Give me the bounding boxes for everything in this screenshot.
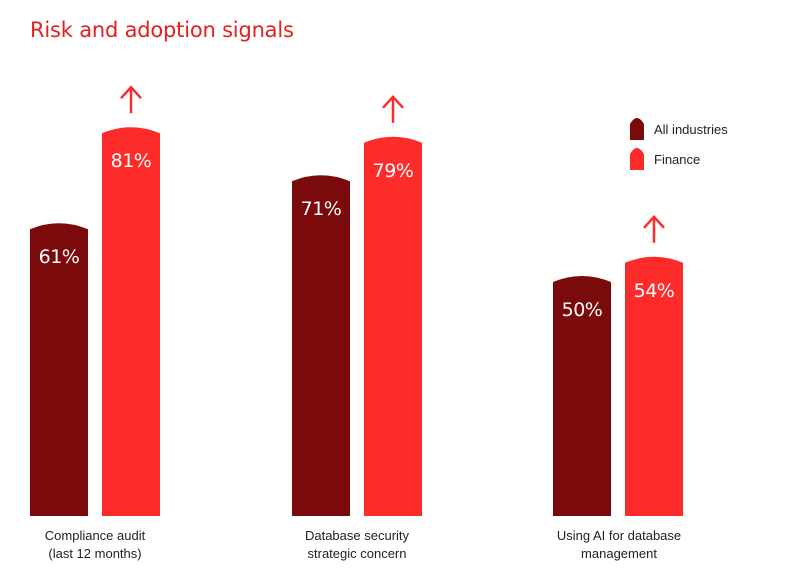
bar-all-industries <box>292 175 350 516</box>
legend-label-finance: Finance <box>654 152 700 167</box>
up-arrow-icon <box>382 94 404 123</box>
category-label: Database security <box>305 528 410 543</box>
chart-title: Risk and adoption signals <box>30 18 294 42</box>
category-label: Using AI for database <box>557 528 681 543</box>
legend-swatch-finance <box>630 148 644 170</box>
bar-all-industries <box>30 223 88 516</box>
up-arrow-icon <box>120 85 142 114</box>
category-label: (last 12 months) <box>48 546 141 561</box>
bar-value-label: 54% <box>634 280 675 302</box>
legend-swatch-all-industries <box>630 118 644 140</box>
category-label: Compliance audit <box>45 528 146 543</box>
bar-value-label: 61% <box>39 246 80 268</box>
bar-all-industries <box>553 276 611 516</box>
bar-finance <box>364 136 422 517</box>
bar-value-label: 71% <box>301 198 342 220</box>
bar-value-label: 81% <box>111 150 152 172</box>
up-arrow-icon <box>643 214 665 243</box>
bar-value-label: 79% <box>373 160 414 182</box>
category-label: management <box>581 546 657 561</box>
bar-finance <box>102 127 160 516</box>
bar-value-label: 50% <box>562 299 603 321</box>
legend-label-all-industries: All industries <box>654 122 728 137</box>
bar-finance <box>625 256 683 516</box>
category-label: strategic concern <box>308 546 407 561</box>
